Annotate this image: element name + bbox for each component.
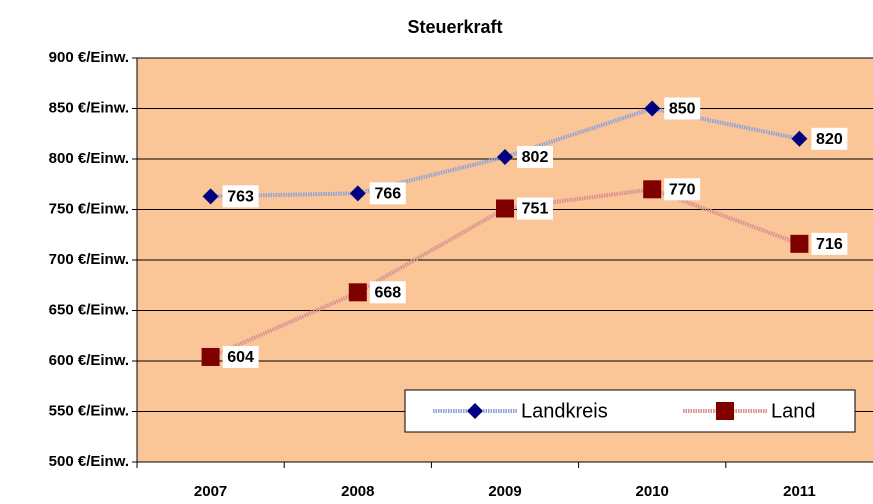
y-tick-label: 750 €/Einw. — [49, 200, 129, 217]
data-point — [202, 188, 219, 205]
legend-label: Landkreis — [521, 400, 608, 422]
data-label: 802 — [517, 145, 553, 168]
data-label: 763 — [222, 185, 259, 208]
data-label-bg — [222, 185, 259, 208]
y-tick-label: 800 €/Einw. — [49, 150, 129, 167]
data-label-bg — [517, 197, 553, 220]
data-label: 716 — [811, 232, 848, 255]
data-label-text: 766 — [374, 186, 401, 203]
data-label-bg — [369, 281, 406, 304]
data-point — [349, 185, 366, 202]
data-label-text: 751 — [522, 201, 549, 218]
y-tick-label: 850 €/Einw. — [49, 99, 129, 116]
x-tick-label: 2007 — [194, 483, 227, 500]
y-tick-label: 600 €/Einw. — [49, 352, 129, 369]
data-label: 770 — [664, 178, 701, 201]
data-point — [348, 283, 367, 302]
data-label: 766 — [369, 182, 406, 205]
data-point — [643, 180, 662, 199]
data-label-bg — [664, 97, 701, 120]
data-label-text: 770 — [669, 182, 696, 199]
data-label-text: 668 — [374, 285, 401, 302]
y-tick-label: 900 €/Einw. — [49, 49, 129, 66]
data-label-bg — [517, 145, 553, 168]
data-label: 668 — [369, 281, 406, 304]
x-tick-label: 2009 — [488, 483, 521, 500]
y-tick-label: 700 €/Einw. — [49, 251, 129, 268]
x-tick-label: 2011 — [783, 483, 816, 500]
data-label-text: 716 — [816, 236, 843, 253]
data-label-text: 802 — [522, 149, 549, 166]
data-label-bg — [222, 345, 259, 368]
data-label-text: 850 — [669, 101, 696, 118]
y-tick-label: 500 €/Einw. — [49, 453, 129, 470]
chart-title: Steuerkraft — [407, 17, 502, 37]
x-tick-label: 2010 — [636, 483, 669, 500]
data-label-bg — [664, 178, 701, 201]
legend-marker — [467, 403, 483, 419]
data-point — [201, 347, 220, 366]
data-label: 850 — [664, 97, 701, 120]
data-label: 751 — [517, 197, 553, 220]
data-point — [496, 199, 514, 218]
data-label-bg — [369, 182, 406, 205]
data-label-text: 820 — [816, 131, 843, 148]
x-tick-label: 2008 — [341, 483, 374, 500]
data-label: 604 — [222, 345, 259, 368]
data-point — [790, 234, 809, 253]
data-label-bg — [811, 127, 848, 150]
data-point — [644, 100, 661, 117]
data-label-text: 763 — [227, 189, 254, 206]
y-tick-label: 650 €/Einw. — [49, 301, 129, 318]
data-point — [497, 148, 513, 165]
legend-label: Land — [771, 400, 816, 422]
data-label-text: 604 — [227, 349, 254, 366]
data-label: 820 — [811, 127, 848, 150]
y-tick-label: 550 €/Einw. — [49, 402, 129, 419]
data-point — [791, 130, 808, 147]
legend-marker — [716, 402, 734, 420]
data-label-bg — [811, 232, 848, 255]
